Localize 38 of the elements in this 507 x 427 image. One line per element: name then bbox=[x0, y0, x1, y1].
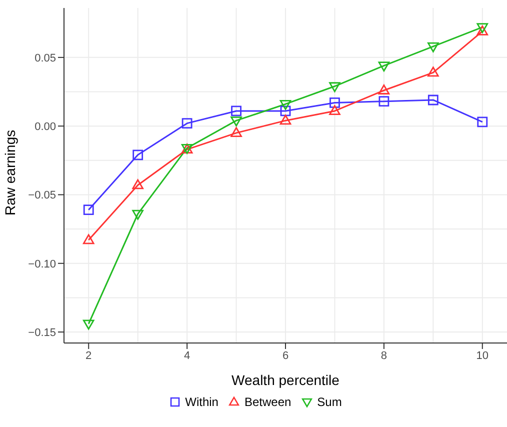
point bbox=[329, 82, 340, 92]
legend-label: Sum bbox=[317, 395, 342, 409]
x-tick-label: 10 bbox=[476, 350, 489, 362]
point bbox=[329, 105, 340, 116]
point bbox=[330, 98, 340, 108]
legend-label: Within bbox=[185, 395, 218, 409]
point bbox=[428, 42, 439, 52]
x-tick-label: 6 bbox=[282, 350, 289, 362]
y-tick-label: −0.05 bbox=[28, 190, 56, 202]
legend-label: Between bbox=[244, 395, 292, 409]
x-tick-label: 8 bbox=[380, 350, 388, 362]
point bbox=[132, 210, 144, 220]
y-tick-label: −0.15 bbox=[28, 326, 56, 339]
y-tick-label: 0.00 bbox=[34, 120, 56, 133]
point bbox=[82, 320, 94, 330]
point bbox=[428, 94, 438, 106]
point bbox=[231, 106, 242, 116]
point bbox=[230, 127, 242, 138]
y-axis-title: Raw earnings bbox=[2, 130, 18, 216]
point bbox=[280, 100, 292, 110]
x-tick-label: 2 bbox=[86, 350, 92, 362]
point bbox=[82, 234, 94, 244]
point bbox=[132, 150, 144, 160]
point bbox=[182, 118, 192, 129]
point bbox=[428, 66, 439, 77]
point bbox=[378, 84, 390, 94]
point bbox=[230, 116, 242, 126]
point bbox=[378, 62, 390, 72]
point bbox=[378, 96, 390, 107]
point bbox=[280, 114, 292, 125]
point bbox=[477, 116, 488, 128]
point bbox=[280, 106, 291, 116]
point bbox=[83, 204, 94, 216]
y-tick-label: −0.10 bbox=[28, 258, 56, 270]
point bbox=[132, 179, 144, 190]
x-axis-title: Wealth percentile bbox=[232, 372, 340, 388]
x-tick-label: 4 bbox=[184, 350, 190, 362]
y-tick-label: 0.05 bbox=[34, 52, 56, 64]
